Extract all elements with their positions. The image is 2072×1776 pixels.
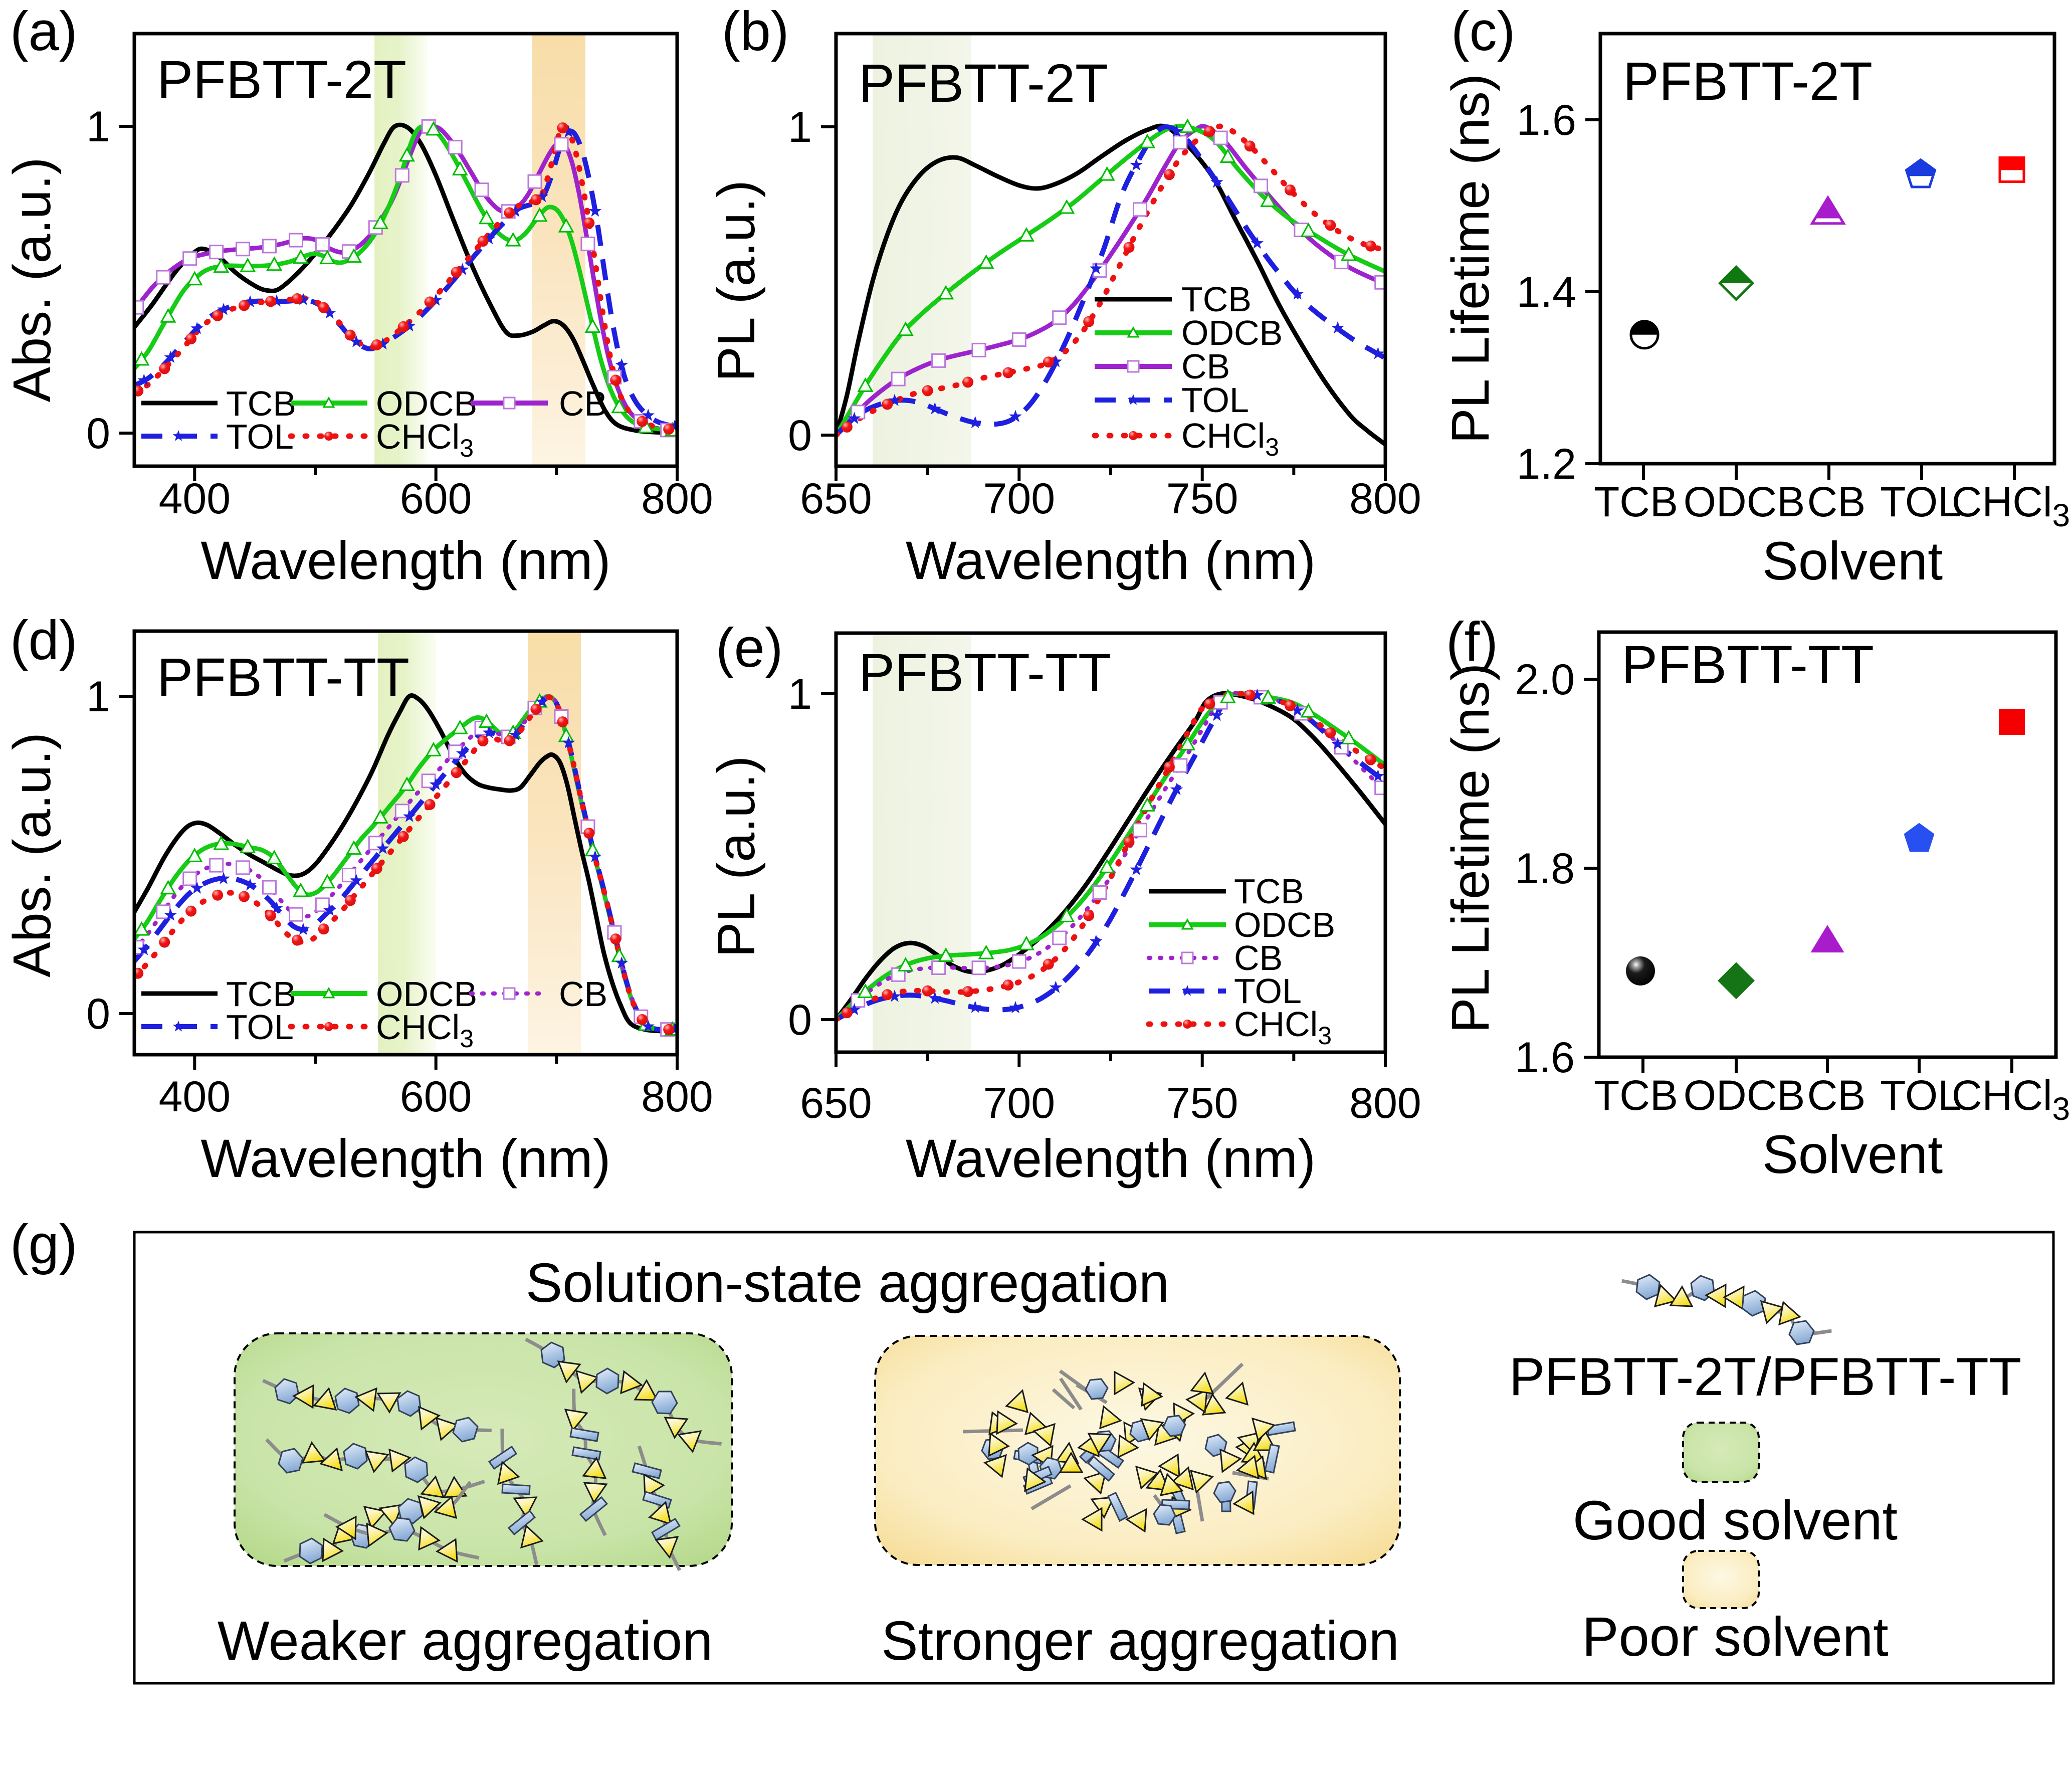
svg-text:PFBTT-2T/PFBTT-TT: PFBTT-2T/PFBTT-TT [1509,1346,2021,1407]
svg-text:Wavelength (nm): Wavelength (nm) [906,1128,1316,1189]
svg-text:TOL: TOL [1234,971,1302,1011]
svg-text:(g): (g) [10,1214,77,1275]
svg-text:CB: CB [559,974,607,1014]
svg-text:2.0: 2.0 [1515,656,1575,704]
svg-text:ODCB: ODCB [376,974,477,1014]
svg-text:800: 800 [1349,1079,1421,1127]
svg-text:Abs. (a.u.): Abs. (a.u.) [3,157,62,403]
svg-text:CHCl3: CHCl3 [1952,1072,2070,1127]
svg-text:TOL: TOL [1880,1072,1961,1119]
svg-text:Good solvent: Good solvent [1573,1490,1898,1551]
svg-text:800: 800 [641,475,713,523]
svg-text:0: 0 [788,412,812,460]
svg-text:TOL: TOL [1181,380,1249,420]
svg-text:(a): (a) [10,1,77,62]
svg-text:ODCB: ODCB [1181,313,1283,352]
svg-text:700: 700 [983,1079,1056,1127]
svg-text:ODCB: ODCB [376,384,477,423]
svg-text:PL Lifetime (ns): PL Lifetime (ns) [1441,663,1500,1033]
svg-text:1: 1 [788,670,812,718]
svg-text:750: 750 [1166,475,1238,523]
svg-text:Solvent: Solvent [1762,530,1943,591]
svg-text:CHCl3: CHCl3 [1181,416,1279,461]
svg-text:600: 600 [400,1073,472,1121]
svg-text:Stronger aggregation: Stronger aggregation [881,1610,1399,1672]
svg-text:750: 750 [1166,1079,1238,1127]
svg-text:(c): (c) [1451,1,1515,62]
svg-text:PFBTT-2T: PFBTT-2T [1623,51,1873,111]
svg-text:Abs. (a.u.): Abs. (a.u.) [3,732,62,977]
svg-text:Solvent: Solvent [1762,1124,1943,1185]
svg-text:1.6: 1.6 [1515,1034,1575,1082]
svg-text:TOL: TOL [1880,478,1961,525]
svg-text:CB: CB [559,384,607,423]
svg-text:PFBTT-TT: PFBTT-TT [1621,634,1874,695]
svg-text:TCB: TCB [1594,1072,1678,1119]
svg-text:PL Lifetime (ns): PL Lifetime (ns) [1441,74,1500,444]
svg-text:400: 400 [159,1073,231,1121]
svg-text:(f): (f) [1446,611,1498,673]
svg-text:CB: CB [1807,1072,1866,1119]
svg-text:Weaker aggregation: Weaker aggregation [218,1610,713,1672]
svg-text:Wavelength (nm): Wavelength (nm) [200,530,610,590]
svg-text:ODCB: ODCB [1684,478,1805,525]
svg-text:TOL: TOL [226,417,294,456]
svg-text:CB: CB [1807,478,1866,525]
svg-text:1.8: 1.8 [1515,845,1575,893]
svg-text:650: 650 [800,1079,872,1127]
svg-text:1.6: 1.6 [1516,96,1576,144]
svg-text:CHCl3: CHCl3 [376,417,474,462]
svg-text:1: 1 [86,103,110,151]
svg-text:ODCB: ODCB [1234,905,1335,944]
svg-text:PL (a.u.): PL (a.u.) [707,180,766,382]
svg-text:TCB: TCB [226,384,296,423]
svg-text:TCB: TCB [226,974,296,1014]
svg-text:CHCl3: CHCl3 [376,1008,474,1053]
svg-text:Solution-state aggregation: Solution-state aggregation [526,1252,1169,1314]
svg-text:0: 0 [86,410,110,458]
svg-text:(b): (b) [722,1,789,62]
svg-text:CHCl3: CHCl3 [1234,1005,1332,1050]
svg-text:Wavelength (nm): Wavelength (nm) [200,1128,610,1189]
svg-text:(e): (e) [716,617,783,679]
svg-text:TOL: TOL [226,1008,294,1047]
svg-text:PFBTT-2T: PFBTT-2T [157,49,406,110]
svg-text:CHCl3: CHCl3 [1952,478,2070,533]
svg-text:1: 1 [788,103,812,151]
svg-text:TCB: TCB [1594,478,1678,525]
svg-text:600: 600 [400,475,472,523]
svg-text:0: 0 [788,996,812,1044]
svg-text:CB: CB [1181,347,1230,386]
svg-text:TCB: TCB [1234,872,1304,911]
svg-text:800: 800 [641,1073,713,1121]
svg-text:PFBTT-TT: PFBTT-TT [859,642,1111,703]
svg-text:1.4: 1.4 [1516,268,1576,316]
svg-text:CB: CB [1234,938,1283,977]
svg-text:650: 650 [800,475,872,523]
svg-text:(d): (d) [10,610,77,671]
svg-text:Wavelength (nm): Wavelength (nm) [906,530,1316,590]
svg-text:0: 0 [86,990,110,1038]
svg-text:1.2: 1.2 [1516,440,1576,488]
svg-text:400: 400 [159,475,231,523]
svg-text:PL (a.u.): PL (a.u.) [707,756,766,958]
svg-text:PFBTT-2T: PFBTT-2T [859,53,1108,113]
svg-text:800: 800 [1349,475,1421,523]
svg-text:700: 700 [983,475,1056,523]
svg-text:TCB: TCB [1181,280,1252,319]
svg-text:ODCB: ODCB [1684,1072,1805,1119]
svg-text:PFBTT-TT: PFBTT-TT [157,647,409,707]
svg-text:1: 1 [86,673,110,721]
svg-text:Poor solvent: Poor solvent [1582,1606,1888,1668]
